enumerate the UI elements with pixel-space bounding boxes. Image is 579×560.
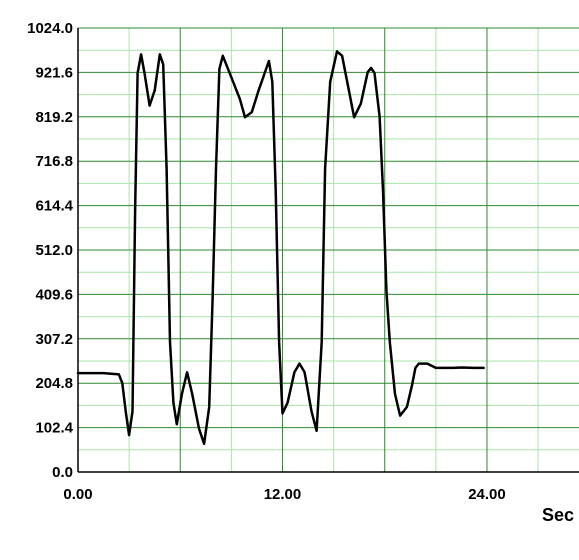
x-tick-label: 12.00: [264, 486, 302, 503]
y-tick-label: 512.0: [35, 242, 73, 259]
y-tick-label: 307.2: [35, 331, 73, 348]
x-tick-label: 24.00: [468, 486, 506, 503]
y-tick-label: 204.8: [35, 375, 73, 392]
x-axis-ticks: 0.00 12.00 24.00: [63, 486, 505, 503]
series-line: [76, 50, 485, 446]
y-axis-ticks: 0.0 102.4 204.8 307.2 409.6 512.0 614.4 716.8 81…: [27, 20, 74, 481]
y-tick-label: 921.6: [35, 64, 73, 81]
axes: [77, 28, 579, 473]
y-tick-label: 716.8: [35, 153, 73, 170]
x-tick-label: 0.00: [63, 486, 92, 503]
x-axis-label: Sec: [542, 505, 574, 525]
y-tick-label: 102.4: [35, 420, 73, 437]
y-tick-label: 409.6: [35, 286, 73, 303]
y-tick-label: 0.0: [52, 464, 73, 481]
y-tick-label: 819.2: [35, 109, 73, 126]
y-tick-label: 1024.0: [27, 20, 73, 37]
series-group: [76, 50, 485, 446]
y-tick-label: 614.4: [35, 198, 73, 215]
